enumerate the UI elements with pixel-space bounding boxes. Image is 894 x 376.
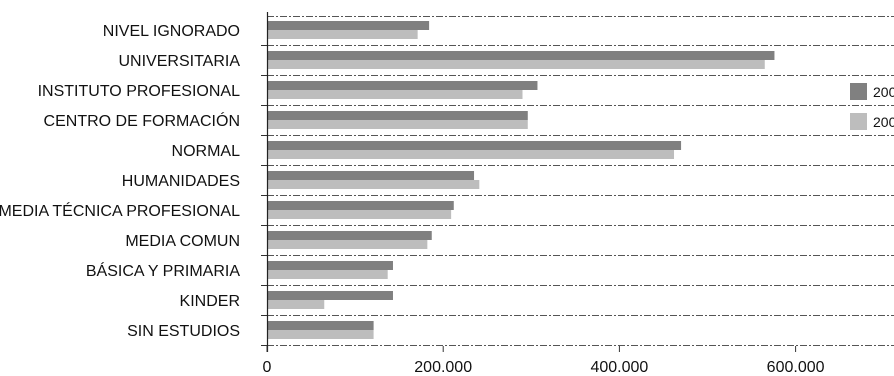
bar bbox=[267, 321, 374, 330]
category-label: MEDIA COMUN bbox=[125, 233, 240, 250]
bar bbox=[267, 51, 775, 60]
legend: 200 200 bbox=[850, 83, 894, 130]
category-label: NORMAL bbox=[172, 143, 241, 160]
legend-label: 200 bbox=[873, 84, 894, 100]
bar bbox=[267, 240, 428, 249]
category-label: NIVEL IGNORADO bbox=[103, 23, 240, 40]
category-label: CENTRO DE FORMACIÓN bbox=[44, 111, 240, 130]
bar bbox=[267, 261, 393, 270]
bar bbox=[267, 60, 765, 69]
category-label: INSTITUTO PROFESIONAL bbox=[38, 83, 241, 100]
legend-swatch bbox=[850, 83, 867, 100]
bar bbox=[267, 120, 528, 129]
category-label: SIN ESTUDIOS bbox=[127, 323, 240, 340]
bar bbox=[267, 30, 418, 39]
bar bbox=[267, 291, 393, 300]
category-label: HUMANIDADES bbox=[122, 173, 240, 190]
x-tick-label: 600.000 bbox=[767, 359, 825, 376]
bar bbox=[267, 201, 454, 210]
bar bbox=[267, 81, 538, 90]
bar bbox=[267, 231, 432, 240]
x-tick-label: 200.000 bbox=[414, 359, 472, 376]
bar bbox=[267, 210, 452, 219]
category-labels: NIVEL IGNORADO UNIVERSITARIA INSTITUTO PRO… bbox=[0, 23, 240, 340]
category-label: MEDIA TÉCNICA PROFESIONAL bbox=[0, 201, 240, 220]
category-label: BÁSICA Y PRIMARIA bbox=[86, 261, 240, 280]
bar bbox=[267, 300, 325, 309]
legend-swatch bbox=[850, 113, 867, 130]
category-label: UNIVERSITARIA bbox=[119, 53, 241, 70]
bar bbox=[267, 111, 528, 120]
bar bbox=[267, 180, 480, 189]
bar bbox=[267, 141, 682, 150]
bar bbox=[267, 21, 430, 30]
gridlines bbox=[267, 16, 894, 346]
bar bbox=[267, 150, 675, 159]
bar bbox=[267, 171, 475, 180]
bar bbox=[267, 270, 388, 279]
x-tick-label: 0 bbox=[263, 359, 272, 376]
category-label: KINDER bbox=[180, 293, 240, 310]
x-tick-label: 400.000 bbox=[590, 359, 648, 376]
bar bbox=[267, 90, 523, 99]
bar bbox=[267, 330, 374, 339]
legend-label: 200 bbox=[873, 114, 894, 130]
x-axis: 0 200.000 400.000 600.000 bbox=[261, 12, 825, 376]
bars bbox=[267, 21, 775, 339]
